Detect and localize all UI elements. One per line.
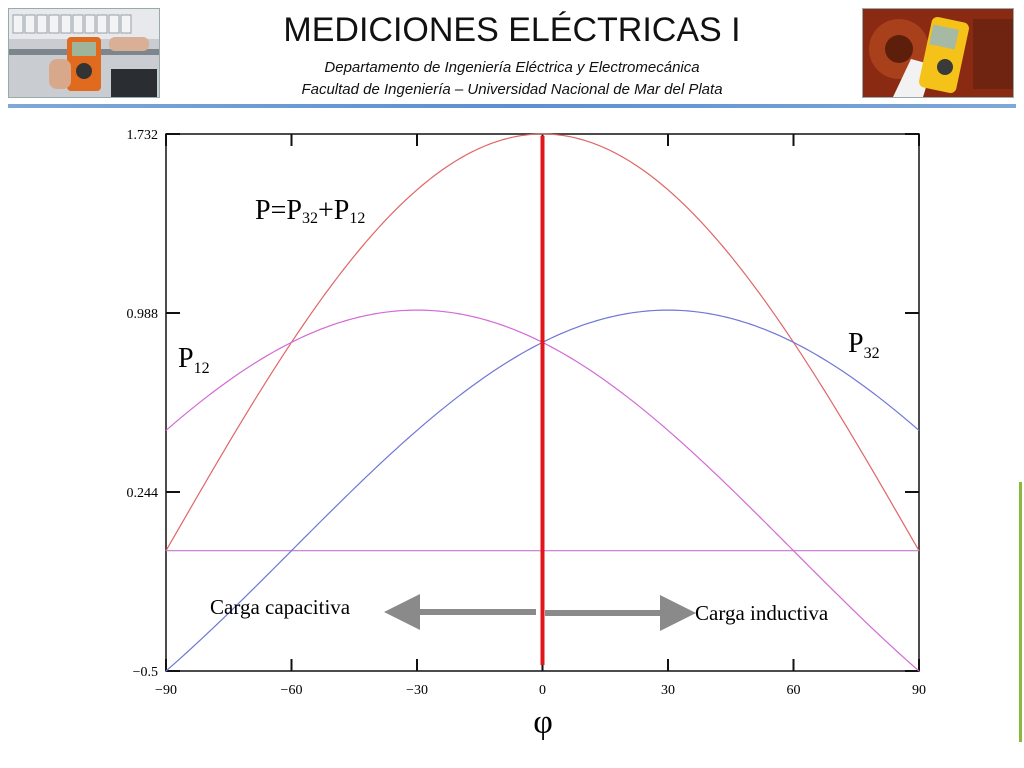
clamp-meter-image [863, 9, 1013, 97]
x-tick-label: 0 [539, 683, 546, 698]
x-tick-label: −60 [281, 683, 303, 698]
multimeter-photo-left [8, 8, 160, 98]
inductive-load-label: Carga inductiva [695, 601, 829, 625]
p32-label-sub: 32 [864, 345, 880, 362]
total-label-sub-32: 32 [302, 210, 318, 227]
p12-label: P12 [178, 343, 210, 377]
p12-label-sub: 12 [194, 360, 210, 377]
faculty-subtitle: Facultad de Ingeniería – Universidad Nac… [301, 81, 723, 98]
total-label-prefix: P=P [255, 195, 302, 226]
p32-label-main: P [848, 328, 864, 359]
total-power-label: P=P32+P12 [255, 195, 365, 227]
x-tick-label: −30 [406, 683, 428, 698]
x-tick-label: 90 [912, 683, 926, 698]
x-axis-label: φ [533, 704, 553, 741]
p12-label-main: P [178, 343, 194, 374]
multimeter-panel-image [9, 9, 159, 97]
y-tick-label: −0.5 [133, 665, 158, 680]
p32-label: P32 [848, 328, 880, 362]
total-label-sub-12: 12 [349, 210, 365, 227]
y-tick-label: 0.244 [127, 486, 159, 501]
multimeter-photo-right [862, 8, 1014, 98]
x-tick-label: 60 [787, 683, 801, 698]
x-tick-label: −90 [155, 683, 177, 698]
slide-accent-bar [1019, 482, 1022, 742]
header-divider [8, 104, 1016, 108]
x-tick-label: 30 [661, 683, 675, 698]
total-label-plus: +P [318, 195, 349, 226]
y-tick-label: 0.988 [127, 307, 159, 322]
page-title: MEDICIONES ELÉCTRICAS I [283, 11, 741, 49]
department-subtitle: Departamento de Ingeniería Eléctrica y E… [324, 59, 700, 76]
y-tick-label: 1.732 [127, 128, 159, 143]
capacitive-load-label: Carga capacitiva [210, 595, 351, 619]
slide-header: MEDICIONES ELÉCTRICAS I Departamento de … [0, 0, 1024, 112]
axis-tick-labels: −90 −60 −30 0 30 60 90 −0.5 0.244 0.988 1.732 [127, 128, 927, 698]
